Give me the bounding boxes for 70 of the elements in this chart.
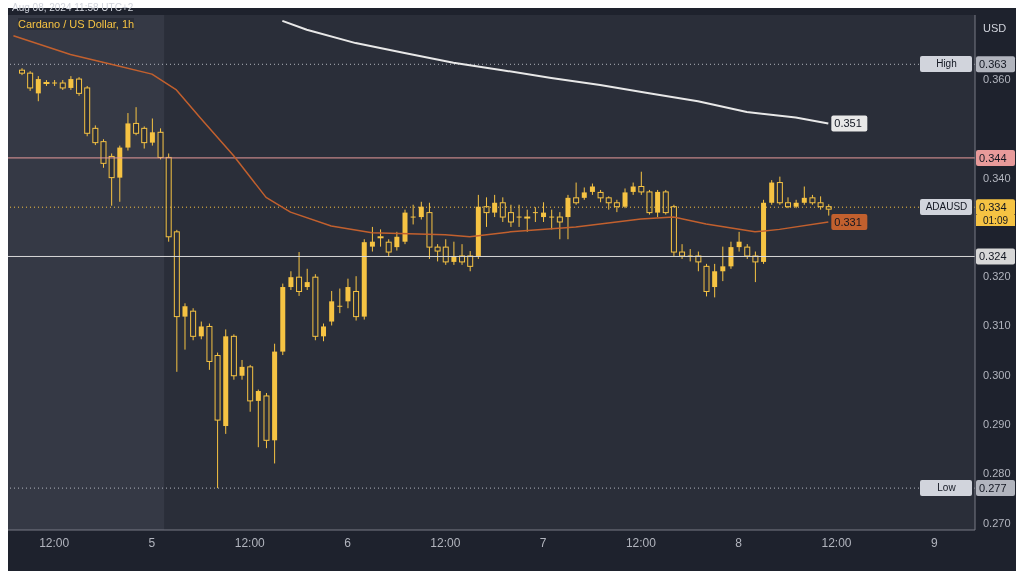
ref-line-label: 0.324 [979,250,1007,263]
candlestick [769,179,775,206]
y-tick-label: 0.290 [983,417,1011,430]
ref-line-label: 0.363 [979,58,1007,71]
candlestick [549,209,555,230]
candlestick [394,231,400,252]
candlestick [329,290,335,326]
ref-line-label: 0.344 [979,151,1007,164]
candlestick [442,238,449,266]
candlestick [736,231,742,253]
x-tick-label: 12:00 [821,535,852,550]
candlestick [304,268,310,291]
candlestick [638,171,645,196]
ref-line-label: 0.334 [979,201,1007,214]
text: 01:09 [976,215,1015,227]
candlestick [27,70,34,92]
y-axis-title: USD [983,22,1007,34]
x-tick-label: 12:00 [234,535,266,550]
y-tick-label: 0.280 [983,467,1011,480]
candlestick [801,186,807,206]
candlestick [573,182,580,206]
y-tick-label: 0.320 [983,270,1011,283]
y-tick-label: 0.360 [983,72,1011,85]
candlestick [712,263,718,298]
chart-title: Cardano / US Dollar, 1h [18,18,135,30]
candlestick [467,250,474,272]
candlestick [679,243,686,260]
label-tag: ADAUSD [920,199,973,216]
candlestick [369,226,375,253]
candlestick [556,211,563,240]
label-tag: Low [920,480,973,497]
candlestick [337,288,343,314]
y-tick-label: 0.340 [983,171,1011,184]
candlestick [296,251,303,297]
candlestick [288,270,294,291]
candlestick [345,278,351,309]
candlestick [149,117,155,147]
ref-line-label: 0.277 [979,482,1007,495]
candlestick [133,106,140,136]
x-tick-label: 7 [539,535,547,550]
x-tick-label: 12:00 [39,535,70,550]
candlestick [524,209,531,233]
x-tick-label: 12:00 [430,535,461,550]
chart-subtitle: Aug 08, 2024 11:58 UTC+2 [12,2,134,13]
x-tick-label: 8 [735,535,743,550]
x-tick-label: 12:00 [625,535,657,550]
x-tick-label: 5 [148,535,156,550]
line-series [281,19,830,125]
data-label: 0.331 [834,215,862,228]
candlestick [255,389,261,448]
candlestick [459,243,466,266]
y-tick-label: 0.310 [983,319,1011,332]
candlestick [695,251,702,272]
candlestick [728,241,734,270]
x-tick-label: 6 [344,535,352,550]
data-label: 0.351 [834,117,862,130]
candlestick [76,76,83,97]
candlestick [776,176,783,206]
candlestick [35,75,41,102]
line-series [12,34,830,238]
candlestick [92,124,99,146]
candlestick [752,251,759,283]
candlestick [239,359,245,381]
candlestick [182,302,188,351]
candlestick [141,125,148,150]
y-tick-label: 0.270 [983,516,1011,529]
x-tick-label: 9 [930,535,938,550]
y-tick-label: 0.300 [983,368,1011,381]
label-tag: High [920,56,973,73]
candlestick [720,246,726,282]
